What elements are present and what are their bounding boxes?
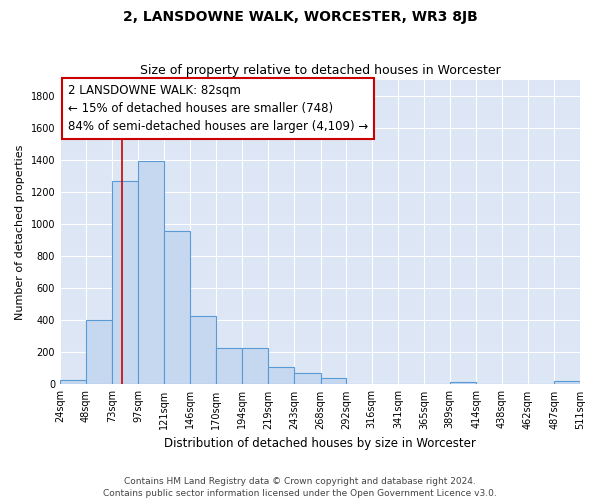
Bar [112,182,138,384]
Bar [554,381,580,384]
Bar [294,373,320,384]
Bar [60,380,86,384]
Bar [190,316,216,384]
Text: 2, LANSDOWNE WALK, WORCESTER, WR3 8JB: 2, LANSDOWNE WALK, WORCESTER, WR3 8JB [122,10,478,24]
Bar [138,162,164,384]
Text: 2 LANSDOWNE WALK: 82sqm
← 15% of detached houses are smaller (748)
84% of semi-d: 2 LANSDOWNE WALK: 82sqm ← 15% of detache… [68,84,368,133]
Bar [242,348,268,385]
Bar [450,382,476,384]
Bar [86,320,112,384]
Bar [268,367,294,384]
Y-axis label: Number of detached properties: Number of detached properties [15,144,25,320]
Bar [164,231,190,384]
Title: Size of property relative to detached houses in Worcester: Size of property relative to detached ho… [140,64,500,77]
Text: Contains HM Land Registry data © Crown copyright and database right 2024.
Contai: Contains HM Land Registry data © Crown c… [103,476,497,498]
Bar [216,348,242,385]
X-axis label: Distribution of detached houses by size in Worcester: Distribution of detached houses by size … [164,437,476,450]
Bar [320,378,346,384]
